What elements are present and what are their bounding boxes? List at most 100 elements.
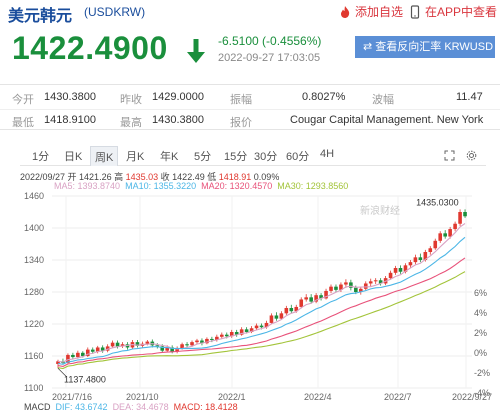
candle-body xyxy=(438,233,443,241)
stat-value: 0.8027% xyxy=(302,91,346,103)
quote-stats: 今开 1430.3800 昨收 1429.0000 振幅 0.8027% 波幅 … xyxy=(0,84,500,130)
candle-body xyxy=(120,344,125,347)
y-tick-label: 1460 xyxy=(24,191,44,201)
candle-body xyxy=(170,347,174,352)
settings-icon[interactable] xyxy=(466,150,477,161)
macd-legend: MACD DIF: 43.6742 DEA: 34.4678 MACD: 18.… xyxy=(24,402,238,412)
candle-body xyxy=(289,308,294,312)
candle-body xyxy=(349,282,353,288)
expand-icon[interactable] xyxy=(444,150,455,161)
tab-daily[interactable]: 日K xyxy=(64,151,83,163)
macd-prefix: MACD xyxy=(24,402,51,412)
ohlc-high: 1435.03 xyxy=(125,172,159,182)
candle-body xyxy=(95,347,100,352)
candle-body xyxy=(274,315,279,319)
stats-row: 最低 1418.9100 最高 1430.3800 报价 Cougar Capi… xyxy=(0,109,500,131)
candle-body xyxy=(205,338,209,344)
stat-value: 1418.9100 xyxy=(44,114,96,126)
candle-body xyxy=(284,308,289,314)
tab-weekly[interactable]: 周K xyxy=(90,146,119,166)
candle-body xyxy=(229,332,234,337)
candle-body xyxy=(294,306,299,312)
arrow-down-icon xyxy=(187,39,205,63)
tab-yearly[interactable]: 年K xyxy=(160,151,179,163)
candle-body xyxy=(443,233,447,237)
candle-body xyxy=(115,342,120,347)
tab-1min[interactable]: 1分 xyxy=(32,151,50,163)
ma5-label: MA5: 1393.8740 xyxy=(54,181,121,191)
candle-body xyxy=(309,297,313,302)
candle-body xyxy=(423,252,428,260)
candle-body xyxy=(71,354,75,358)
period-tabs: 1分 日K 周K 月K 年K 5分 15分 30分 60分 4H xyxy=(20,146,486,166)
x-tick-label: 2022/1 xyxy=(218,392,246,402)
candle-body xyxy=(66,354,70,363)
candle-body xyxy=(220,334,224,337)
candle-body xyxy=(190,342,194,346)
x-tick-label: 2022/7 xyxy=(384,392,412,402)
candle-body xyxy=(363,283,368,289)
tab-30min[interactable]: 30分 xyxy=(254,151,278,163)
add-watchlist-button[interactable]: 添加自选 xyxy=(338,3,403,20)
tab-60min[interactable]: 60分 xyxy=(286,151,310,163)
min-marker-line xyxy=(57,368,67,377)
candle-body xyxy=(239,329,244,335)
kline-chart[interactable]: 1460 1400 1340 1280 1220 1160 1100 6% 4% 2% 0% -2% -… xyxy=(0,178,500,402)
candle-body xyxy=(354,287,358,292)
candle-body xyxy=(334,286,338,290)
ma-legend: MA5: 1393.8740 MA10: 1355.3220 MA20: 132… xyxy=(54,181,348,191)
x-tick-label: 2021/7/16 xyxy=(52,392,92,402)
candle-body xyxy=(145,341,150,344)
candle-body xyxy=(463,212,467,217)
candle-body xyxy=(378,280,383,284)
currency-code: (USDKRW) xyxy=(84,5,146,19)
candle-body xyxy=(344,282,348,285)
candle-body xyxy=(279,313,284,319)
price-change: -6.5100 (-0.4556%) xyxy=(218,34,322,48)
flame-icon xyxy=(341,5,350,18)
tab-monthly[interactable]: 月K xyxy=(126,151,145,163)
candle-body xyxy=(319,295,323,299)
y-tick-label: 1280 xyxy=(24,287,44,297)
candle-body xyxy=(368,281,373,284)
ohlc-low: 1418.91 xyxy=(218,172,252,182)
candle-body xyxy=(264,322,269,328)
reverse-rate-button[interactable]: ⇄ 查看反向汇率 KRWUSD xyxy=(355,36,495,58)
candle-body xyxy=(398,268,403,272)
candle-body xyxy=(249,328,254,332)
stat-value: 1430.3800 xyxy=(44,91,96,103)
candle-body xyxy=(85,349,90,356)
macd-dea: DEA: 34.4678 xyxy=(112,402,169,412)
ma-line xyxy=(57,257,466,367)
reverse-rate-label: 查看反向汇率 KRWUSD xyxy=(375,41,494,53)
candle-body xyxy=(299,299,304,307)
candle-body xyxy=(358,288,363,292)
tab-5min[interactable]: 5分 xyxy=(194,151,212,163)
candle-body xyxy=(215,336,219,340)
candle-body xyxy=(180,344,184,348)
stat-value: Cougar Capital Management. New York xyxy=(290,114,484,126)
candle-body xyxy=(324,290,328,299)
candle-body xyxy=(90,349,95,352)
header: 美元韩元 (USDKRW) 添加自选 在APP中查看 xyxy=(0,0,500,25)
ohlc-pct: 0.09% xyxy=(253,172,280,182)
open-app-button[interactable]: 在APP中查看 xyxy=(408,3,497,20)
ma-line xyxy=(57,223,466,363)
candle-body xyxy=(100,347,105,351)
ohlc-prefix: 2022/09/27 开 1421.26 高 xyxy=(20,172,124,182)
ma-line xyxy=(57,271,466,370)
candle-body xyxy=(413,257,418,263)
tab-4h[interactable]: 4H xyxy=(320,148,335,160)
ma10-label: MA10: 1355.3220 xyxy=(125,181,197,191)
y-tick-label: 1100 xyxy=(24,383,43,393)
candle-body xyxy=(175,348,179,352)
tab-15min[interactable]: 15分 xyxy=(224,151,248,163)
stat-label: 振幅 xyxy=(230,94,252,106)
candle-body xyxy=(458,212,462,224)
candle-body xyxy=(418,257,423,260)
candle-body xyxy=(304,297,308,300)
candle-body xyxy=(165,347,170,351)
candle-body xyxy=(393,268,398,273)
candle-body xyxy=(234,332,239,335)
candle-body xyxy=(453,223,457,230)
